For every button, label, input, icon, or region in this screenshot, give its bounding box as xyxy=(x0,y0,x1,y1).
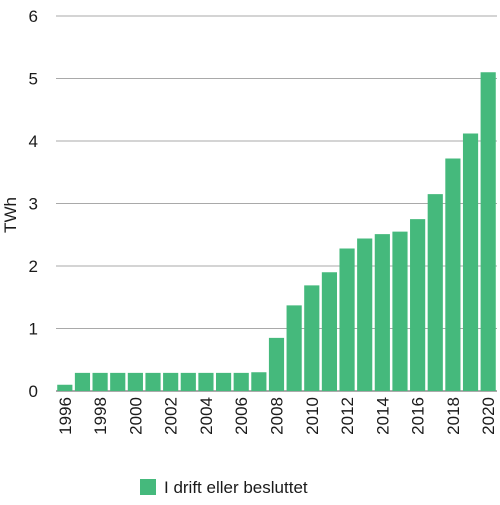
x-tick-label: 2000 xyxy=(126,397,145,435)
bar-2016 xyxy=(410,219,426,391)
bar-2008 xyxy=(268,337,285,391)
x-tick-label: 2008 xyxy=(268,397,287,435)
y-tick-label: 0 xyxy=(29,382,38,401)
bar-2003 xyxy=(180,372,196,391)
bar-2010 xyxy=(304,285,320,391)
y-axis-label: TWh xyxy=(1,197,20,233)
y-tick-label: 3 xyxy=(29,195,38,214)
bar-2015 xyxy=(392,231,408,391)
y-tick-label: 5 xyxy=(29,70,38,89)
legend: I drift eller besluttet xyxy=(140,478,308,497)
bar-1997 xyxy=(74,372,91,391)
y-tick-label: 1 xyxy=(29,320,38,339)
y-tick-label: 2 xyxy=(29,257,38,276)
bar-2011 xyxy=(321,272,338,391)
x-tick-label: 2020 xyxy=(479,397,498,435)
y-tick-labels: 0 1 2 3 4 5 6 xyxy=(29,7,38,401)
x-tick-label: 2002 xyxy=(162,397,181,435)
legend-swatch xyxy=(140,479,156,495)
bar-2009 xyxy=(286,305,302,391)
bar-2002 xyxy=(163,372,179,391)
bar-2017 xyxy=(427,194,443,391)
bar-2013 xyxy=(357,238,373,391)
x-tick-label: 2018 xyxy=(444,397,463,435)
x-tick-label: 2006 xyxy=(232,397,251,435)
bar-2019 xyxy=(462,133,479,391)
bar-2012 xyxy=(339,248,355,391)
legend-label: I drift eller besluttet xyxy=(164,478,308,497)
bar-2000 xyxy=(127,372,143,391)
x-tick-label: 1996 xyxy=(56,397,75,435)
bar-2005 xyxy=(215,372,232,391)
y-tick-label: 6 xyxy=(29,7,38,26)
bar-2014 xyxy=(374,234,390,391)
x-tick-label: 2014 xyxy=(373,397,392,435)
y-tick-label: 4 xyxy=(29,132,38,151)
x-tick-label: 2016 xyxy=(409,397,428,435)
x-tick-label: 2012 xyxy=(338,397,357,435)
bar-2018 xyxy=(445,158,461,391)
bar-1996 xyxy=(57,384,73,391)
bar-2004 xyxy=(198,372,214,391)
bar-1999 xyxy=(110,372,126,391)
bars xyxy=(57,72,496,391)
gridlines xyxy=(56,15,497,392)
x-tick-label: 1998 xyxy=(91,397,110,435)
bar-1998 xyxy=(92,372,108,391)
bar-2001 xyxy=(145,372,161,391)
bar-2007 xyxy=(251,372,267,391)
x-tick-labels: 1996 1998 2000 2002 2004 2006 2008 2010 2012 2014… xyxy=(56,397,498,435)
x-tick-label: 2010 xyxy=(303,397,322,435)
x-tick-label: 2004 xyxy=(197,397,216,435)
bar-2006 xyxy=(233,372,249,391)
bar-2020 xyxy=(480,72,496,391)
